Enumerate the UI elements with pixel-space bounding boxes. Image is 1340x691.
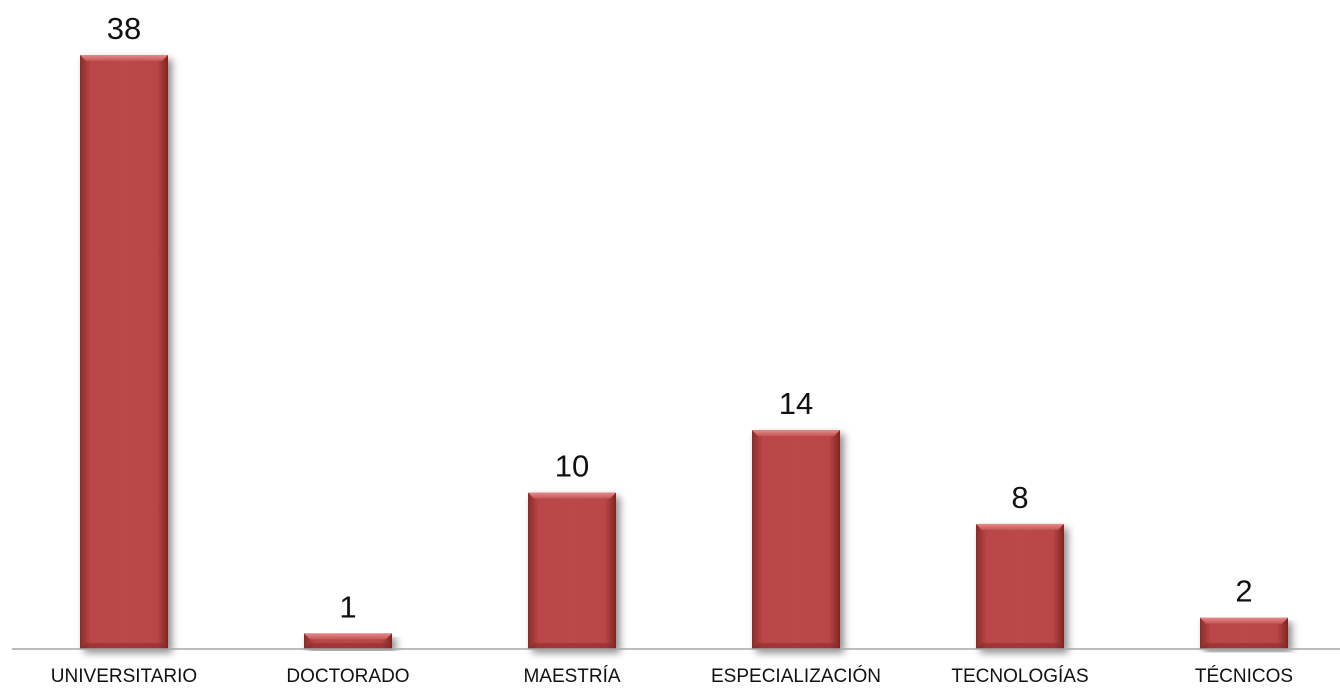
category-label-especializacion: ESPECIALIZACIÓN bbox=[711, 665, 881, 687]
bar-tecnologias bbox=[976, 523, 1064, 649]
bar-bevel-top bbox=[752, 430, 840, 437]
data-labels-group: 38 1 10 14 8 2 bbox=[107, 11, 1253, 624]
bar-bevel-bottom bbox=[976, 643, 1064, 649]
bar-bevel-top bbox=[80, 55, 168, 61]
data-label-doctorado: 1 bbox=[339, 589, 356, 624]
bar-body bbox=[528, 492, 616, 649]
bar-doctorado bbox=[304, 633, 392, 649]
category-label-doctorado: DOCTORADO bbox=[286, 666, 409, 687]
bar-bevel-bottom bbox=[304, 643, 392, 649]
bar-bevel-bottom bbox=[528, 643, 616, 649]
category-label-universitario: UNIVERSITARIO bbox=[51, 666, 197, 687]
data-label-maestria: 10 bbox=[555, 449, 589, 484]
bar-body bbox=[80, 55, 168, 649]
bar-tecnicos bbox=[1200, 617, 1288, 649]
category-label-maestria: MAESTRÍA bbox=[523, 666, 620, 687]
bar-universitario bbox=[80, 55, 168, 649]
data-label-especializacion: 14 bbox=[779, 386, 813, 421]
bar-body bbox=[752, 430, 840, 649]
category-label-tecnologias: TECNOLOGÍAS bbox=[951, 666, 1088, 687]
category-labels-group: UNIVERSITARIO DOCTORADO MAESTRÍA ESPECIALIZ… bbox=[51, 665, 1293, 687]
bar-bevel-top bbox=[1200, 617, 1288, 624]
data-label-tecnicos: 2 bbox=[1235, 574, 1252, 609]
category-label-tecnicos: TÉCNICOS bbox=[1195, 666, 1293, 687]
bar-especializacion bbox=[752, 430, 840, 649]
bar-bevel-top bbox=[528, 492, 616, 499]
bar-bevel-top bbox=[304, 633, 392, 640]
bars-group bbox=[80, 55, 1288, 649]
bar-bevel-bottom bbox=[752, 643, 840, 649]
bar-maestria bbox=[528, 492, 616, 649]
bar-bevel-bottom bbox=[1200, 643, 1288, 649]
bar-bevel-bottom bbox=[80, 643, 168, 649]
data-label-universitario: 38 bbox=[107, 11, 141, 46]
bar-bevel-top bbox=[976, 523, 1064, 530]
data-label-tecnologias: 8 bbox=[1011, 480, 1028, 515]
bar-body bbox=[976, 523, 1064, 649]
